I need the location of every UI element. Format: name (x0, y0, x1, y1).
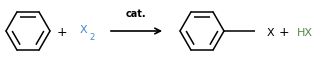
Text: cat.: cat. (126, 9, 146, 19)
Text: 2: 2 (89, 33, 94, 42)
Text: X: X (267, 28, 275, 38)
Text: HX: HX (297, 28, 313, 38)
Text: +: + (57, 26, 67, 39)
Text: X: X (80, 25, 88, 35)
Text: +: + (279, 26, 289, 39)
